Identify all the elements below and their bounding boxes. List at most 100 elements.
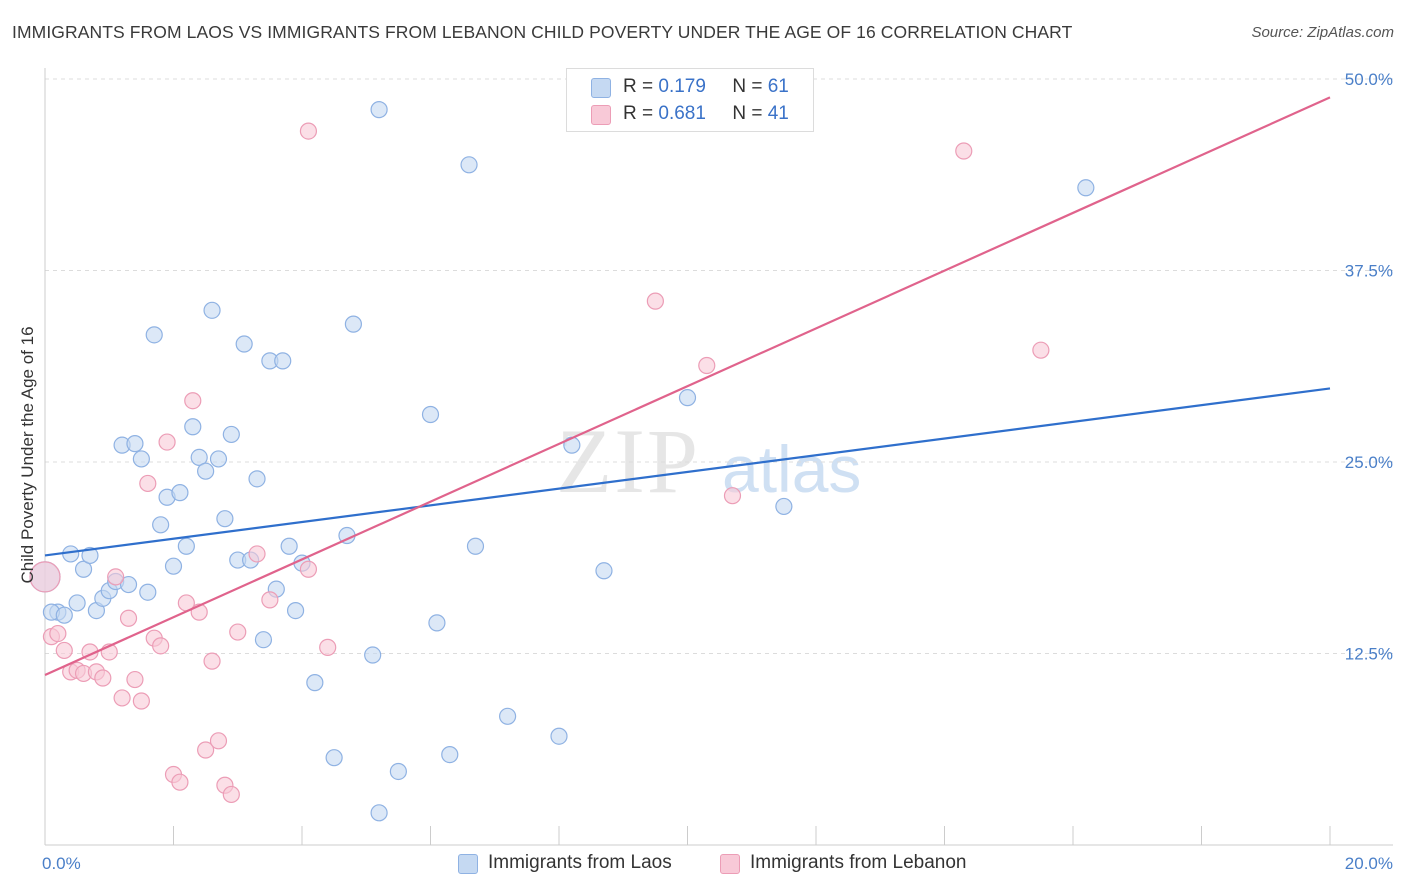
y-axis-label: Child Poverty Under the Age of 16 [18,326,37,583]
y-tick-label: 25.0% [1345,453,1393,472]
data-point-lebanon [197,741,215,759]
legend-n-lebanon: 41 [767,103,789,124]
data-point-lebanon [222,785,240,804]
data-point-lebanon [698,356,716,375]
data-point-lebanon [158,433,176,451]
data-point-lebanon [229,623,247,641]
legend-n-label: N = [732,76,763,97]
legend-swatch-laos [591,78,611,98]
chart-title: IMMIGRANTS FROM LAOS VS IMMIGRANTS FROM … [12,22,1073,42]
data-point-laos [119,575,138,594]
data-point-laos [177,537,195,555]
data-point-lebanon [1032,341,1050,359]
legend-r-label: R = [623,76,654,97]
data-point-laos [466,537,485,555]
data-point-laos [197,462,215,480]
trend-line-laos [44,387,1331,557]
data-point-laos [389,762,407,781]
data-point-laos [274,352,292,370]
watermark-zip: ZIP [556,410,700,512]
ticks: 12.5% 25.0% 37.5% 50.0% 0.0% 20.0% [42,70,1393,873]
data-point-laos [325,749,343,767]
data-point-laos [235,335,253,353]
legend: R = 0.179 N = 61 R = 0.681 N = 41 [566,68,814,132]
data-point-laos [595,562,613,580]
data-point-lebanon [646,292,664,310]
data-point-laos [216,510,234,528]
data-point-laos [421,405,440,424]
data-point-lebanon [55,641,73,660]
data-point-laos [132,450,150,468]
data-point-laos [499,707,517,725]
trend-lines [44,96,1331,676]
source-label: Source: ZipAtlas.com [1251,24,1394,41]
bottom-legend-swatch-laos [458,854,478,874]
y-tick-label: 37.5% [1345,262,1393,281]
series-lebanon [29,122,1050,804]
data-point-lebanon [119,609,138,627]
data-point-lebanon [152,637,170,655]
data-point-lebanon [107,568,125,586]
data-point-laos [306,674,324,692]
data-point-lebanon [94,669,112,687]
data-point-laos [184,418,202,436]
data-point-laos [775,497,793,516]
data-point-lebanon [29,561,61,593]
data-point-laos [678,389,697,407]
legend-r-laos: 0.179 [658,76,706,97]
data-point-laos [171,484,189,502]
data-point-lebanon [184,392,202,410]
data-point-lebanon [261,591,279,609]
data-point-laos [222,425,240,444]
data-point-laos [190,448,208,467]
data-point-laos [1077,179,1095,197]
data-point-lebanon [723,487,742,505]
data-point-lebanon [132,692,150,710]
data-point-lebanon [49,624,67,643]
data-point-laos [164,557,183,575]
legend-swatch-lebanon [591,105,611,125]
watermark-atlas: atlas [722,432,861,506]
y-tick-label: 50.0% [1345,70,1393,89]
axes [44,68,1393,846]
data-point-laos [248,470,266,488]
data-point-laos [209,450,228,468]
data-point-laos [81,546,99,565]
data-point-laos [550,727,568,745]
data-point-laos [139,583,157,601]
watermark: ZIP atlas [556,410,861,512]
data-point-lebanon [113,689,131,707]
data-point-laos [152,516,170,534]
bottom-legend-label-laos: Immigrants from Laos [488,852,672,873]
data-point-laos [370,804,388,822]
data-point-laos [74,560,93,578]
bottom-legend-label-lebanon: Immigrants from Lebanon [750,852,967,873]
data-point-lebanon [126,670,144,689]
data-point-lebanon [248,545,266,563]
legend-n-laos: 61 [767,76,789,97]
data-point-laos [344,315,362,333]
data-point-laos [280,537,298,555]
data-point-laos [68,594,86,612]
data-point-lebanon [299,560,318,578]
data-point-lebanon [203,652,221,670]
data-point-laos [203,301,221,319]
data-point-laos [364,646,382,664]
data-point-lebanon [299,122,318,140]
data-point-lebanon [319,638,337,656]
data-point-laos [441,746,459,764]
data-point-laos [370,101,388,119]
trend-line-lebanon [44,96,1331,676]
data-point-laos [126,435,144,453]
bottom-legend-swatch-lebanon [720,854,740,874]
x-tick-label: 0.0% [42,854,81,873]
legend-r-lebanon: 0.681 [658,103,706,124]
data-point-lebanon [209,732,228,750]
data-point-laos [286,602,305,620]
data-point-laos [460,156,478,174]
data-point-lebanon [955,142,973,160]
data-point-lebanon [171,773,189,791]
legend-n-label: N = [732,103,763,124]
data-point-laos [428,614,446,632]
